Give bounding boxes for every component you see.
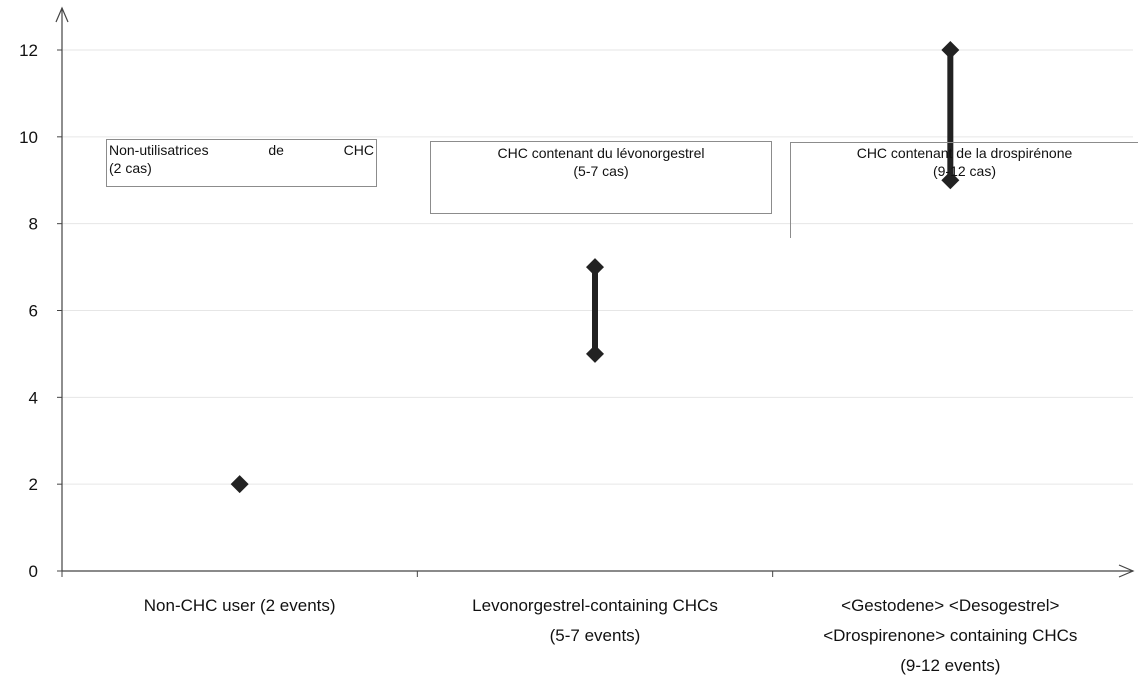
- diamond-marker: [586, 258, 604, 277]
- annotation-box-drospirenone: CHC contenant de la drospirénone (9-12 c…: [790, 142, 1138, 238]
- annotation-line: CHC contenant de la drospirénone: [856, 145, 1073, 161]
- y-tick-label: 6: [29, 302, 38, 321]
- annotation-box-non-users: Non-utilisatrices de CHC (2 cas): [106, 139, 377, 187]
- y-tick-label: 8: [29, 215, 38, 234]
- x-category-label-line: (5-7 events): [550, 626, 641, 645]
- x-axis-arrow-icon: [1118, 564, 1135, 578]
- y-tick-label: 0: [29, 562, 38, 581]
- x-category-label: Levonorgestrel-containing CHCs (5-7 event…: [472, 596, 718, 645]
- y-tick-label: 10: [19, 128, 38, 147]
- y-tick-label: 2: [29, 475, 38, 494]
- x-category-label-line: <Gestodene> <Desogestrel>: [841, 596, 1059, 615]
- x-category-label: Non-CHC user (2 events): [144, 596, 336, 615]
- diamond-marker: [230, 475, 249, 494]
- x-axis-ticks: [61, 571, 774, 577]
- x-category-label-line: Levonorgestrel-containing CHCs: [472, 596, 718, 615]
- x-axis-category-labels: Non-CHC user (2 events) Levonorgestrel-co…: [144, 596, 1078, 675]
- annotation-line: Non-utilisatrices de CHC: [109, 142, 374, 158]
- x-category-label: <Gestodene> <Desogestrel> <Drospirenone> …: [823, 596, 1077, 675]
- x-category-label-line: (9-12 events): [900, 656, 1000, 675]
- y-tick-label: 4: [29, 388, 38, 407]
- y-tick-label: 12: [19, 41, 38, 60]
- annotation-line: (2 cas): [109, 160, 152, 176]
- range-marks: [230, 41, 960, 494]
- x-category-label-line: Non-CHC user (2 events): [144, 596, 336, 615]
- diamond-marker: [941, 41, 960, 59]
- annotation-line: (5-7 cas): [573, 163, 629, 179]
- x-category-label-line: <Drospirenone> containing CHCs: [823, 626, 1077, 645]
- y-axis-arrow-icon: [55, 6, 69, 23]
- annotation-line: (9-12 cas): [932, 163, 997, 179]
- diamond-marker: [586, 344, 604, 363]
- diamond-marker: [941, 171, 960, 190]
- annotation-box-levonorgestrel: CHC contenant du lévonorgestrel (5-7 cas…: [430, 141, 772, 214]
- axes: [55, 6, 1135, 578]
- y-axis-ticks: 0 2 4 6 8 10 12: [19, 41, 62, 581]
- annotation-line: CHC contenant du lévonorgestrel: [497, 145, 705, 161]
